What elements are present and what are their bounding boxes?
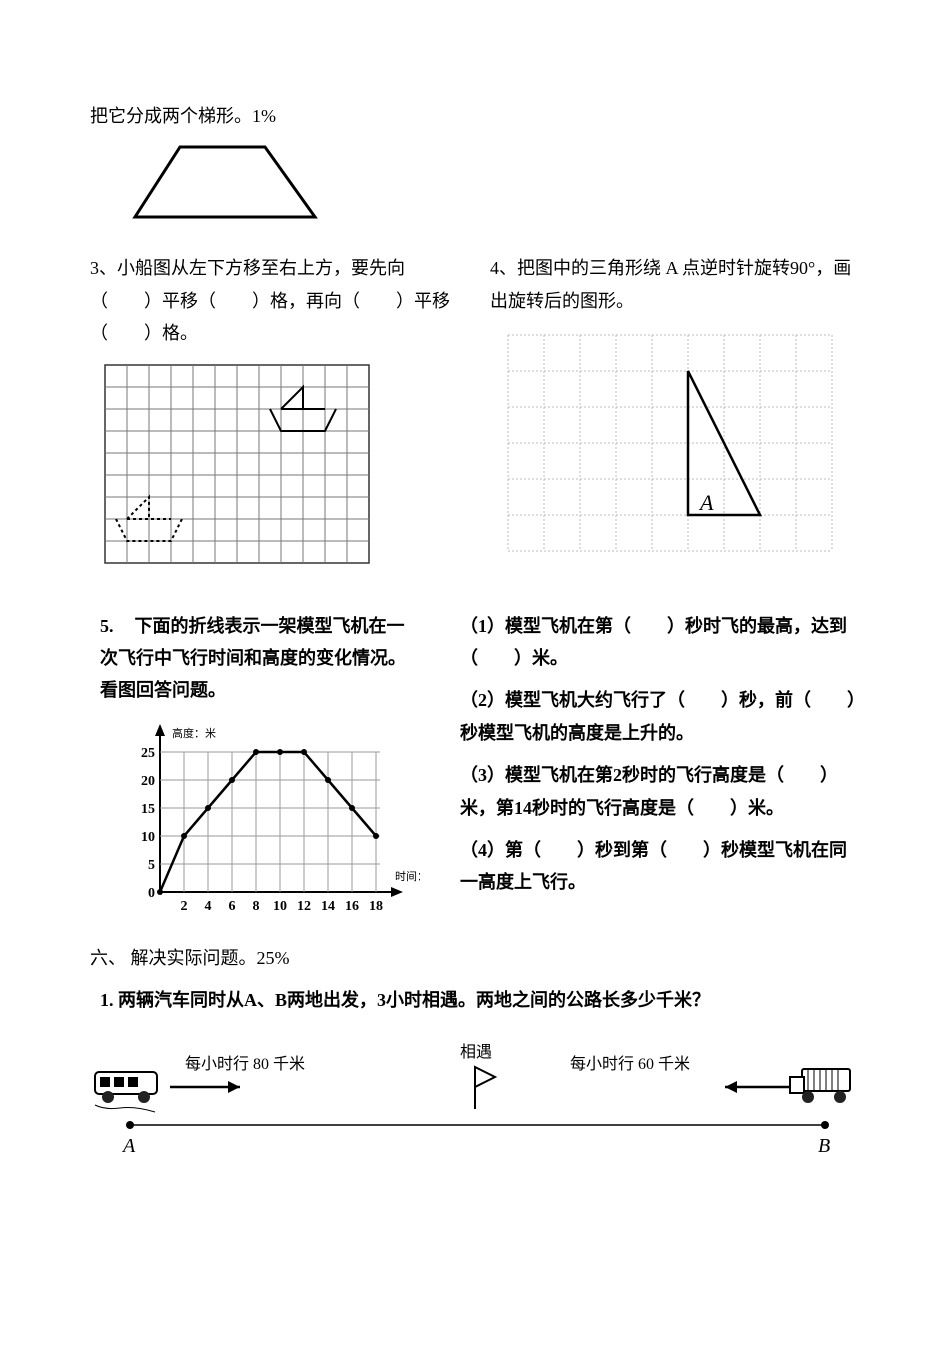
q5-chart: 0 5 10 15 20 25 2 4 6 8 10 12 14 16 [120, 722, 420, 922]
q5-sub1: （1）模型飞机在第（ ）秒时飞的最高，达到（ ）米。 [460, 610, 860, 675]
meet-flag-icon: 相遇 [460, 1043, 495, 1109]
q6-1-text: 两辆汽车同时从A、B两地出发，3小时相遇。两地之间的公路长多少千米？ [118, 990, 710, 1010]
q3-text: 3、小船图从左下方移至右上方，要先向（ ）平移（ ）格，再向（ ）平移（ ）格。 [90, 252, 460, 349]
svg-text:10: 10 [273, 899, 287, 914]
q5-number: 5. [100, 610, 130, 642]
car-b-speed: 每小时行 60 千米 [570, 1055, 690, 1073]
car-a-speed: 每小时行 80 千米 [185, 1055, 305, 1073]
svg-text:15: 15 [141, 802, 155, 817]
svg-text:2: 2 [181, 899, 188, 914]
car-b-icon [790, 1069, 850, 1103]
x-axis-label: 时间：秒 [395, 869, 420, 883]
q4-column: 4、把图中的三角形绕 A 点逆时针旋转90°，画出旋转后的图形。 [490, 252, 860, 589]
svg-text:6: 6 [229, 899, 236, 914]
svg-text:5: 5 [148, 858, 155, 873]
boat-grid-svg [100, 360, 380, 570]
q5-sub2: （2）模型飞机大约飞行了（ ）秒，前（ ）秒模型飞机的高度是上升的。 [460, 684, 860, 749]
q5-right-column: （1）模型飞机在第（ ）秒时飞的最高，达到（ ）米。 （2）模型飞机大约飞行了（… [460, 610, 860, 922]
triangle-grid-svg: A [500, 327, 840, 557]
svg-text:0: 0 [148, 886, 155, 901]
q5-sub4: （4）第（ ）秒到第（ ）秒模型飞机在同一高度上飞行。 [460, 834, 860, 899]
svg-text:相遇: 相遇 [460, 1043, 492, 1061]
q3-grid [100, 360, 460, 570]
q3-column: 3、小船图从左下方移至右上方，要先向（ ）平移（ ）格，再向（ ）平移（ ）格。 [90, 252, 460, 589]
svg-text:20: 20 [141, 774, 155, 789]
svg-text:25: 25 [141, 746, 155, 761]
section6-title: 六、 解决实际问题。25% [90, 942, 860, 974]
svg-text:8: 8 [253, 899, 260, 914]
point-A-label: A [698, 490, 714, 515]
svg-text:16: 16 [345, 899, 359, 914]
road-diagram: 每小时行 80 千米 相遇 每小时行 60 千米 A B [90, 1027, 860, 1167]
q5-sub3: （3）模型飞机在第2秒时的飞行高度是（ ）米，第14秒时的飞行高度是（ ）米。 [460, 759, 860, 824]
trapezoid-figure [130, 142, 860, 222]
q4-grid: A [500, 327, 860, 557]
label-A: A [121, 1135, 136, 1157]
y-axis-label: 高度：米 [172, 726, 216, 740]
q5-intro-text: 下面的折线表示一架模型飞机在一次飞行中飞行时间和高度的变化情况。看图回答问题。 [100, 616, 406, 701]
svg-text:12: 12 [297, 899, 311, 914]
label-B: B [818, 1135, 830, 1157]
svg-text:4: 4 [205, 899, 212, 914]
q6-1: 1. 两辆汽车同时从A、B两地出发，3小时相遇。两地之间的公路长多少千米？ [100, 984, 860, 1016]
q4-text: 4、把图中的三角形绕 A 点逆时针旋转90°，画出旋转后的图形。 [490, 252, 860, 317]
car-a-icon [95, 1072, 157, 1112]
q5-intro: 5. 下面的折线表示一架模型飞机在一次飞行中飞行时间和高度的变化情况。看图回答问… [90, 610, 420, 707]
q2-text: 把它分成两个梯形。1% [90, 100, 860, 132]
line-chart-svg: 0 5 10 15 20 25 2 4 6 8 10 12 14 16 [120, 722, 420, 922]
svg-text:18: 18 [369, 899, 383, 914]
q6-1-num: 1. [100, 990, 114, 1010]
q5-left-column: 5. 下面的折线表示一架模型飞机在一次飞行中飞行时间和高度的变化情况。看图回答问… [90, 610, 420, 922]
svg-text:10: 10 [141, 830, 155, 845]
svg-text:14: 14 [321, 899, 335, 914]
